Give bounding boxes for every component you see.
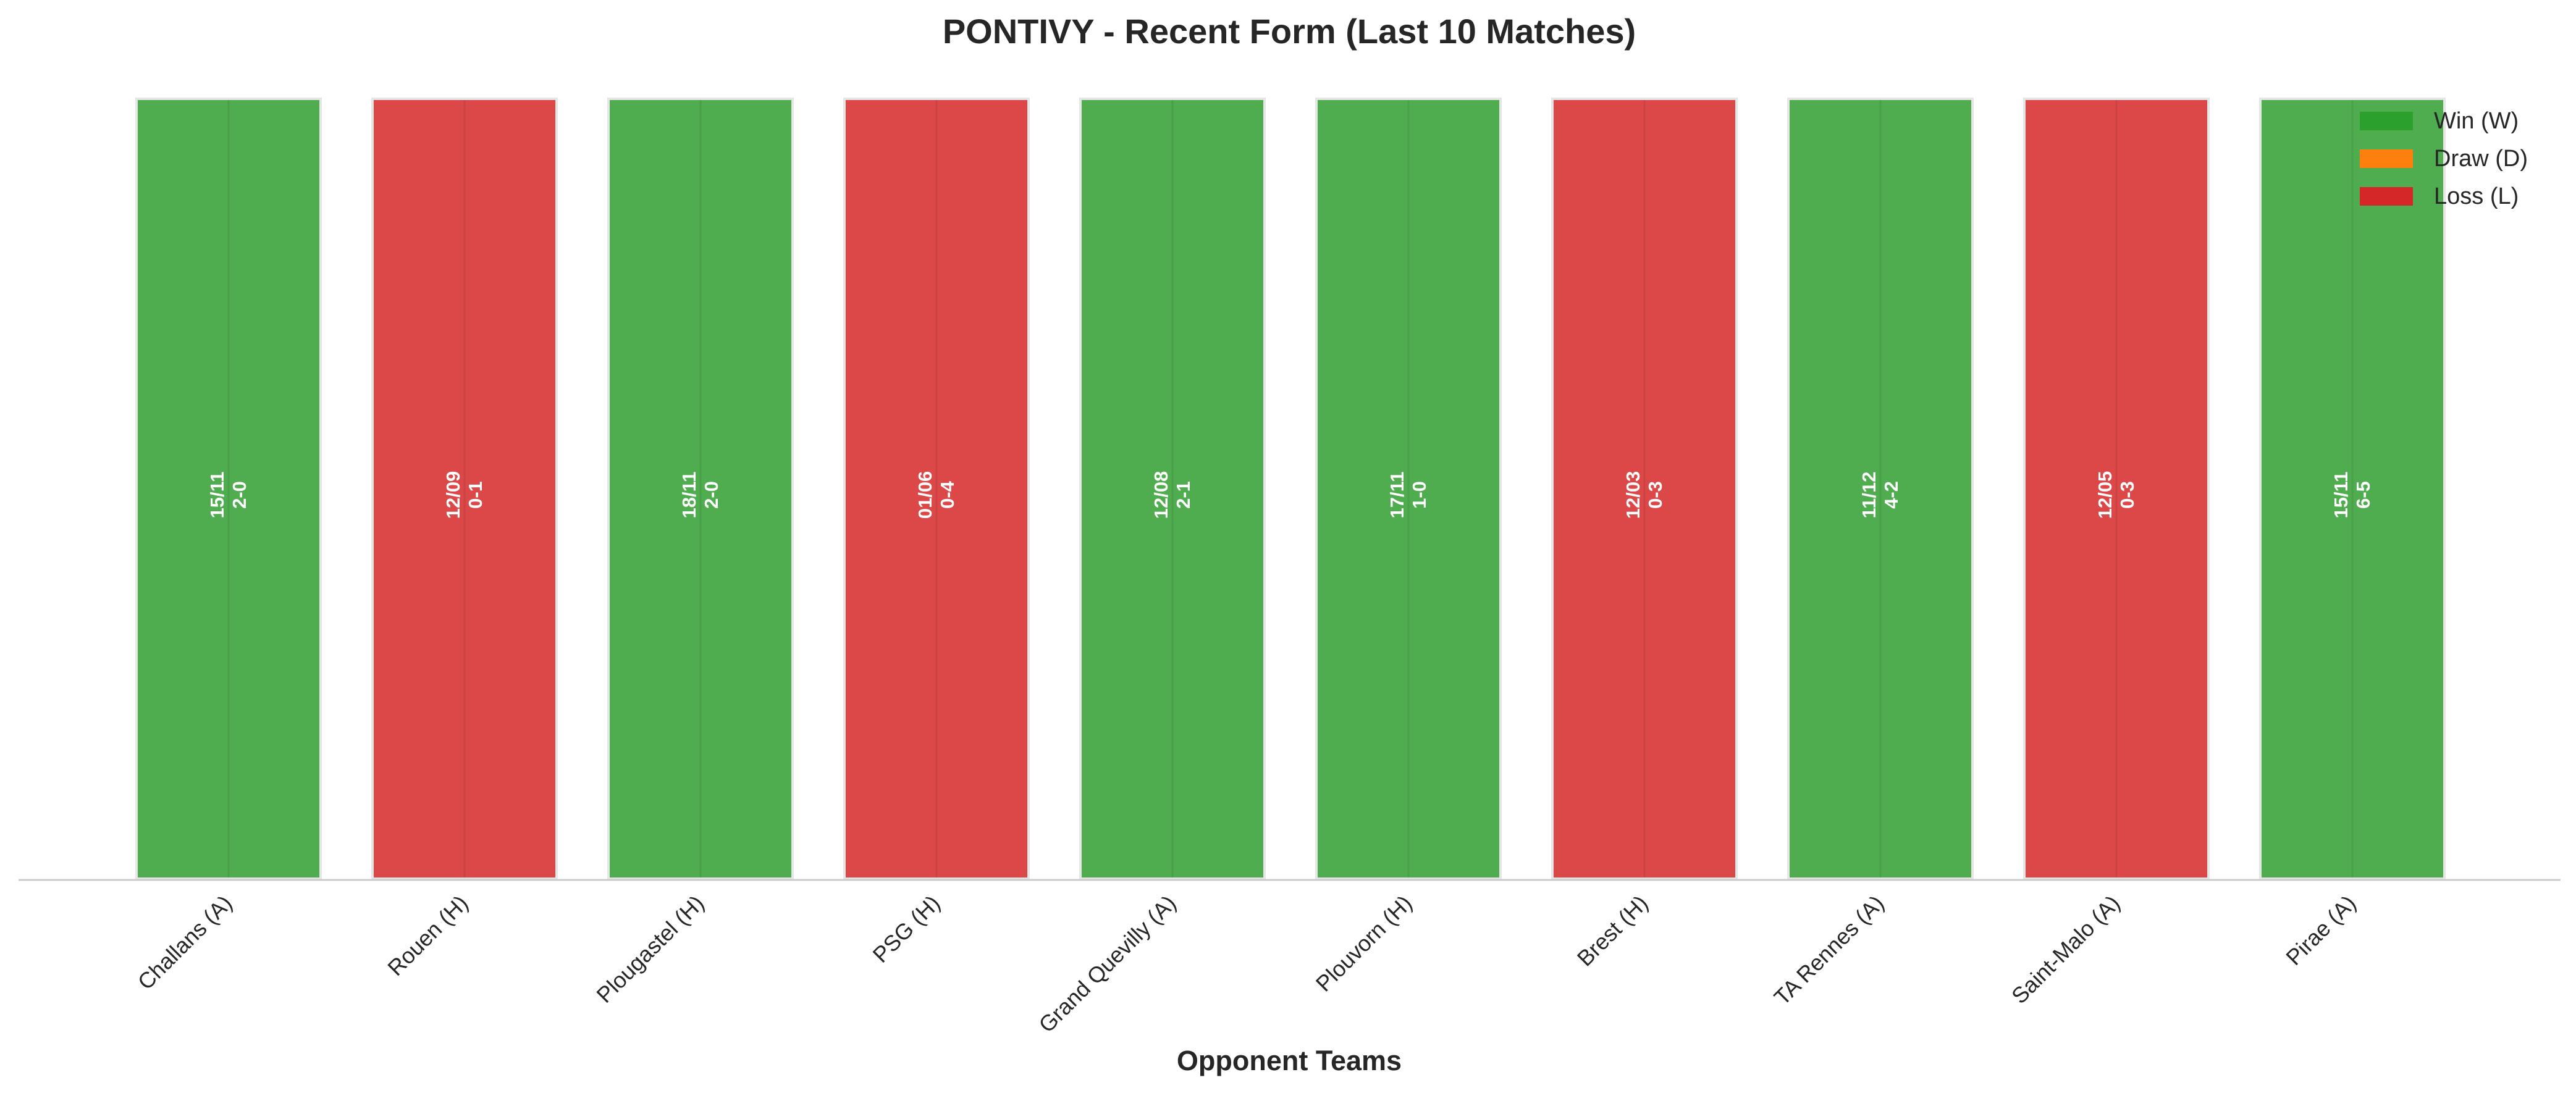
bar-score-label: 0-4 [937,480,958,509]
bar-date-label: 15/11 [2330,472,2352,519]
bar-label: 12/09 0-1 [442,471,486,519]
legend: Win (W) Draw (D) Loss (L) [2360,108,2528,209]
bar-date-label: 12/03 [1622,471,1644,519]
x-tick-label: Saint-Malo (A) [2006,890,2125,1009]
bar-score-label: 0-1 [465,481,486,509]
x-tick-label: Brest (H) [1572,890,1653,971]
legend-label: Draw (D) [2434,146,2528,172]
x-axis-label: Opponent Teams [1177,1045,1402,1076]
x-tick-label: TA Rennes (A) [1769,890,1889,1010]
bar-9 [2023,98,2210,880]
bar-date-label: 11/12 [1858,472,1880,519]
x-tick-label: Rouen (H) [382,890,473,981]
bar-label: 12/03 0-3 [1622,471,1666,519]
bar-8 [1787,98,1974,880]
bar-date-label: 15/11 [206,472,228,519]
x-tick-label: Challans (A) [133,890,237,995]
bar-label: 01/06 0-4 [914,471,958,519]
bar-date-label: 12/08 [1150,471,1172,519]
x-tick-label: Plougastel (H) [591,890,709,1008]
bar-2 [371,98,558,880]
legend-swatch [2360,187,2413,206]
bar-5 [1079,98,1266,880]
x-tick-label: Plouvorn (H) [1311,890,1417,997]
bar-score-label: 0-3 [2116,481,2138,509]
bar-date-label: 18/11 [678,472,700,519]
x-tick-label: Grand Quevilly (A) [1033,890,1181,1037]
bar-date-label: 12/09 [442,471,464,519]
legend-swatch [2360,112,2413,130]
bar-score-label: 6-5 [2352,481,2374,509]
bar-score-label: 0-3 [1644,481,1666,509]
bar-10 [2259,98,2446,880]
legend-label: Win (W) [2434,108,2519,134]
chart-title: PONTIVY - Recent Form (Last 10 Matches) [943,12,1636,51]
bar-score-label: 2-0 [701,481,722,509]
bar-date-label: 12/05 [2094,471,2116,519]
bar-label: 12/08 2-1 [1150,471,1194,519]
bars-group: 15/11 2-0 12/09 0-1 18/11 2-0 01/06 0-4 12/08 2-1… [135,98,2446,880]
bar-6 [1315,98,1502,880]
bar-1 [135,98,322,880]
bar-date-label: 17/11 [1386,472,1408,519]
legend-swatch [2360,149,2413,168]
bar-score-label: 4-2 [1880,481,1902,509]
bar-4 [843,98,1030,880]
bar-label: 18/11 2-0 [678,472,722,519]
bar-label: 15/11 6-5 [2330,472,2374,519]
bar-score-label: 2-1 [1172,481,1194,509]
bar-7 [1551,98,1738,880]
x-tick-labels: Challans (A) Rouen (H) Plougastel (H) PSG (… [133,890,2361,1037]
bar-label: 17/11 1-0 [1386,472,1430,519]
bar-3 [607,98,794,880]
x-tick-label: PSG (H) [867,890,945,968]
bar-score-label: 2-0 [229,481,250,509]
bar-label: 15/11 2-0 [206,472,250,519]
bar-score-label: 1-0 [1408,481,1430,509]
bar-date-label: 01/06 [914,471,936,519]
legend-label: Loss (L) [2434,183,2519,209]
bar-label: 11/12 4-2 [1858,472,1902,519]
x-tick-label: Pirae (A) [2281,890,2360,970]
bar-label: 12/05 0-3 [2094,471,2138,519]
